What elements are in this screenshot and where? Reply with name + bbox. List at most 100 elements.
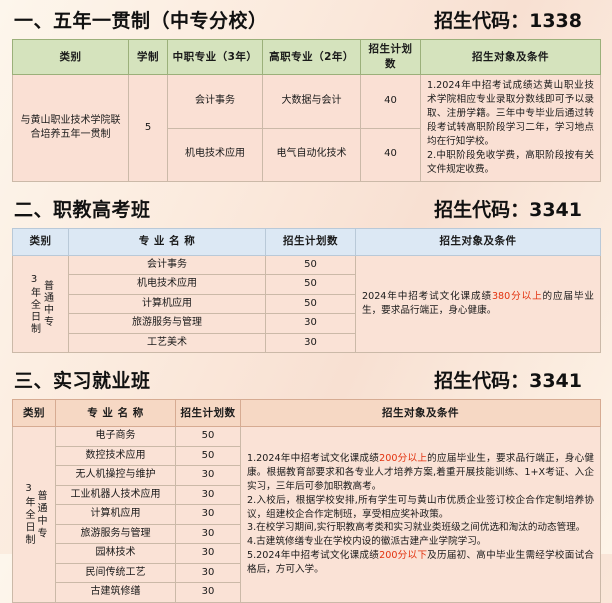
cell-plan-count: 30 (175, 562, 241, 584)
col-header-conditions: 招生对象及条件 (355, 227, 601, 256)
cell-major-name: 机电技术应用 (68, 274, 266, 295)
table-internship-employment: 类别 专 业 名 称 招生计划数 招生对象及条件 3年全日制 普通中专 电子商务… (12, 399, 601, 603)
col-header-category: 类别 (12, 399, 56, 428)
table-vocational-gaokao: 类别 专 业 名 称 招生计划数 招生对象及条件 3年全日制 普通中专 会计事务… (12, 227, 601, 354)
condition-line: 1.2024年中招考试成绩达黄山职业技术学院相应专业录取分数线即可予以录取、注册… (427, 80, 594, 148)
cell-major-name: 无人机操控与维护 (55, 465, 176, 486)
col-header-plan-count: 招生计划数 (360, 38, 421, 76)
category-line-left: 3年全日制 (28, 273, 40, 335)
cell-higher-major: 大数据与会计 (262, 74, 361, 129)
condition-text-pre: 1.2024年中招考试文化课成绩 (247, 452, 380, 464)
cell-plan-count: 30 (175, 582, 241, 603)
table-row: 旅游服务与管理 30 (13, 313, 601, 334)
cell-major-name: 电子商务 (55, 426, 176, 447)
condition-line: 2.入校后，根据学校安排,所有学生可与黄山市优质企业签订校企合作定制培养协议，组… (247, 494, 594, 522)
table-five-year-integrated: 类别 学制 中职专业（3年） 高职专业（2年） 招生计划数 招生对象及条件 与黄… (12, 38, 601, 182)
cell-major-name: 会计事务 (68, 254, 266, 276)
table-header-row: 类别 学制 中职专业（3年） 高职专业（2年） 招生计划数 招生对象及条件 (12, 38, 601, 76)
condition-line: 1.2024年中招考试文化课成绩200分以上的应届毕业生，要求品行端正，身心健康… (247, 452, 594, 494)
condition-text-pre: 3.在校学习期间,实行职教高考类和实习就业类班级之间优选和淘汰的动态管理。 (247, 522, 586, 534)
section-title: 三、实习就业班 (14, 370, 151, 393)
enrollment-plan-page: 一、五年一贯制（中专分校） 招生代码：1338 类别 学制 中职专业（3年） 高… (0, 6, 612, 603)
category-line-left: 3年全日制 (23, 482, 34, 547)
cell-plan-count: 30 (175, 523, 241, 545)
table-row: 与黄山职业技术学院联合培养五年一贯制 5 会计事务 大数据与会计 40 1.20… (12, 74, 601, 182)
cell-plan-count: 50 (265, 254, 356, 276)
cell-plan-count: 30 (175, 504, 241, 525)
col-header-plan-count: 招生计划数 (265, 227, 356, 256)
table-row: 机电技术应用 电气自动化技术 40 (13, 127, 601, 182)
section-header-five-year-integrated: 一、五年一贯制（中专分校） 招生代码：1338 (0, 6, 612, 33)
condition-line: 5.2024年中招考试文化课成绩200分以下及历届初、高中毕业生需经学校面试合格… (247, 549, 594, 577)
cell-plan-count: 50 (175, 445, 241, 467)
condition-line: 2.中职阶段免收学费，高职阶段按有关文件规定收费。 (427, 149, 594, 175)
table-row: 计算机应用 50 (13, 293, 601, 315)
cell-category: 3年全日制 普通中专 (12, 254, 69, 354)
condition-text-pre: 4.古建筑修缮专业在学校内设的徽派古建产业学院学习。 (247, 536, 487, 548)
cell-major-name: 旅游服务与管理 (68, 313, 266, 334)
cell-plan-count: 50 (265, 274, 356, 295)
condition-text-post: 的应届毕业生，要求品行端正，身心健康。 (362, 291, 595, 317)
cell-conditions: 2024年中招考试文化课成绩380分以上的应届毕业生，要求品行端正，身心健康。 (355, 254, 601, 354)
table-row: 工艺美术 30 (13, 332, 601, 354)
condition-text-pre: 2.入校后，根据学校安排,所有学生可与黄山市优质企业签订校企合作定制培养协议，组… (247, 494, 594, 520)
cell-plan-count: 40 (360, 74, 421, 129)
condition-line: 4.古建筑修缮专业在学校内设的徽派古建产业学院学习。 (247, 535, 594, 549)
col-header-conditions: 招生对象及条件 (420, 38, 601, 76)
table-row: 3年全日制 普通中专 会计事务 50 2024年中招考试文化课成绩380分以上的… (12, 254, 601, 354)
cell-major-name: 旅游服务与管理 (55, 523, 176, 545)
spacer (0, 182, 612, 195)
enrollment-code-badge: 招生代码：1338 (434, 10, 582, 32)
col-header-category: 类别 (12, 38, 129, 76)
table-row: 计算机应用 30 (13, 504, 601, 525)
cell-major-name: 数控技术应用 (55, 445, 176, 467)
cell-conditions: 1.2024年中招考试文化课成绩200分以上的应届毕业生，要求品行端正，身心健康… (240, 426, 601, 603)
table-row: 无人机操控与维护 30 (13, 465, 601, 486)
cell-conditions: 1.2024年中招考试成绩达黄山职业技术学院相应专业录取分数线即可予以录取、注册… (420, 74, 601, 182)
enrollment-code-badge: 招生代码：3341 (434, 198, 582, 221)
condition-text-pre: 5.2024年中招考试文化课成绩 (247, 550, 380, 562)
col-header-category: 类别 (12, 227, 69, 256)
cell-schooling-length: 5 (128, 74, 168, 182)
table-row: 数控技术应用 50 (13, 445, 601, 467)
cell-secondary-major: 机电技术应用 (167, 127, 263, 182)
cell-plan-count: 30 (175, 465, 241, 486)
cell-category: 3年全日制 普通中专 (12, 426, 56, 603)
spacer (0, 353, 612, 366)
condition-text-post: 的应届毕业生，要求品行端正，身心健康。根据教育部要求和各专业人才培养方案,着重开… (247, 452, 595, 492)
enrollment-code-badge: 招生代码：3341 (434, 370, 582, 393)
cell-plan-count: 30 (265, 313, 356, 334)
col-header-secondary-major: 中职专业（3年） (167, 38, 263, 76)
condition-highlight: 380分以上 (491, 291, 543, 303)
cell-major-name: 工艺美术 (68, 332, 266, 354)
condition-highlight: 200分以上 (379, 452, 428, 464)
category-line-right: 普通中专 (41, 280, 53, 329)
cell-plan-count: 40 (360, 127, 421, 182)
cell-plan-count: 50 (175, 426, 241, 447)
cell-plan-count: 50 (265, 293, 356, 315)
condition-line: 2024年中招考试文化课成绩380分以上的应届毕业生，要求品行端正，身心健康。 (362, 290, 594, 318)
section-header-internship-employment: 三、实习就业班 招生代码：3341 (0, 366, 612, 393)
section-title: 二、职教高考班 (14, 198, 151, 221)
table-header-row: 类别 专 业 名 称 招生计划数 招生对象及条件 (12, 399, 601, 428)
category-line-right: 普通中专 (35, 489, 46, 540)
condition-text-pre: 2024年中招考试文化课成绩 (362, 291, 492, 303)
condition-line: 3.在校学习期间,实行职教高考类和实习就业类班级之间优选和淘汰的动态管理。 (247, 521, 594, 535)
col-header-major-name: 专 业 名 称 (55, 399, 176, 428)
cell-major-name: 计算机应用 (55, 504, 176, 525)
col-header-schooling-length: 学制 (128, 38, 168, 76)
cell-major-name: 民间传统工艺 (55, 562, 176, 584)
vertical-text-wrap: 3年全日制 普通中专 (14, 483, 54, 547)
table-row: 工业机器人技术应用 30 (13, 484, 601, 506)
section-header-vocational-gaokao: 二、职教高考班 招生代码：3341 (0, 195, 612, 222)
section-title: 一、五年一贯制（中专分校） (14, 10, 268, 32)
cell-secondary-major: 会计事务 (167, 74, 263, 129)
cell-category: 与黄山职业技术学院联合培养五年一贯制 (12, 74, 129, 182)
col-header-conditions: 招生对象及条件 (240, 399, 601, 428)
cell-major-name: 工业机器人技术应用 (55, 484, 176, 506)
cell-major-name: 计算机应用 (68, 293, 266, 315)
table-header-row: 类别 专 业 名 称 招生计划数 招生对象及条件 (12, 227, 601, 256)
table-row: 3年全日制 普通中专 电子商务 50 1.2024年中招考试文化课成绩200分以… (12, 426, 601, 603)
col-header-plan-count: 招生计划数 (175, 399, 241, 428)
cell-plan-count: 30 (175, 484, 241, 506)
